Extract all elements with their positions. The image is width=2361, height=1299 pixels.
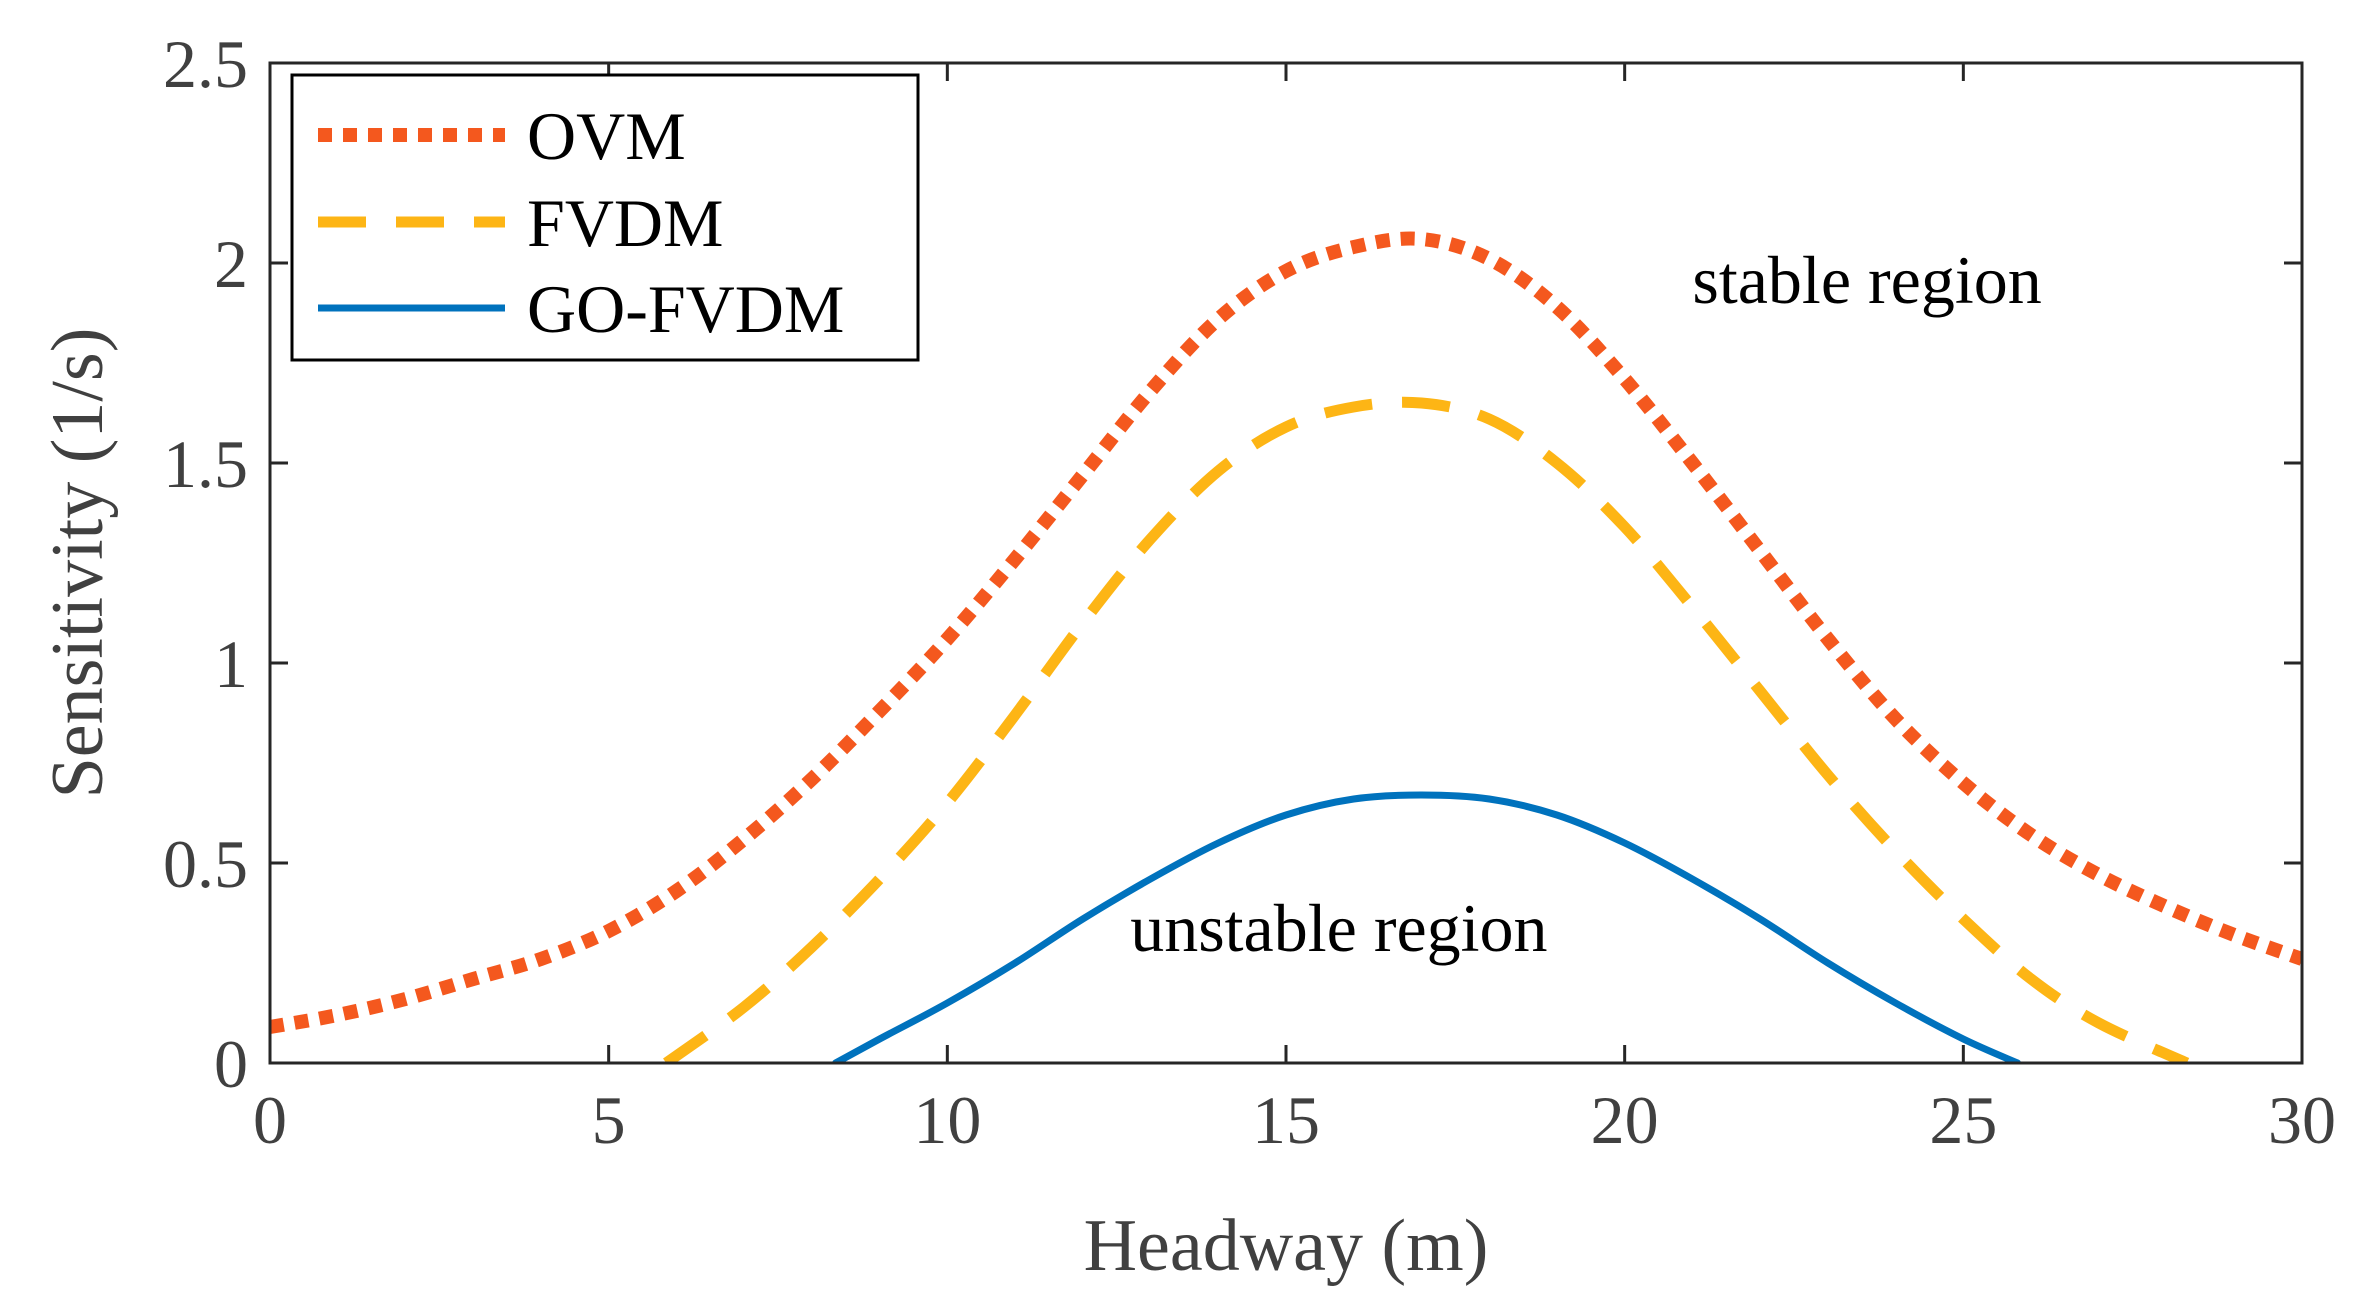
y-tick-label: 1	[214, 626, 248, 702]
x-tick-label: 30	[2268, 1082, 2336, 1158]
x-tick-label: 15	[1252, 1082, 1320, 1158]
y-tick-label: 2.5	[163, 26, 248, 102]
y-tick-label: 0.5	[163, 826, 248, 902]
x-tick-label: 0	[253, 1082, 287, 1158]
annotation-stable-region: stable region	[1692, 242, 2041, 318]
legend-label-fvdm: FVDM	[527, 185, 724, 261]
legend: OVM FVDM GO-FVDM	[290, 73, 920, 362]
x-tick-label: 25	[1929, 1082, 1997, 1158]
legend-label-ovm: OVM	[527, 98, 686, 174]
y-tick-label: 0	[214, 1026, 248, 1102]
legend-label-go-fvdm: GO-FVDM	[527, 271, 844, 347]
x-tick-label: 20	[1591, 1082, 1659, 1158]
annotation-unstable-region: unstable region	[1130, 890, 1547, 966]
series-line-fvdm	[663, 396, 2190, 1063]
series-line-ovm	[270, 231, 2302, 1034]
x-tick-label: 10	[913, 1082, 981, 1158]
ticks-layer: 0 5 10 15 20 25 30 0 0.5 1 1.5 2 2.5	[163, 26, 2336, 1158]
y-tick-label: 1.5	[163, 426, 248, 502]
y-axis-label: Sensitivity (1/s)	[37, 328, 119, 799]
x-tick-label: 5	[592, 1082, 626, 1158]
series-line-go-fvdm	[832, 791, 2021, 1063]
series-layer	[270, 231, 2302, 1063]
y-tick-label: 2	[214, 226, 248, 302]
axes-frame	[268, 61, 2304, 1065]
x-axis-label: Headway (m)	[1084, 1205, 1489, 1287]
